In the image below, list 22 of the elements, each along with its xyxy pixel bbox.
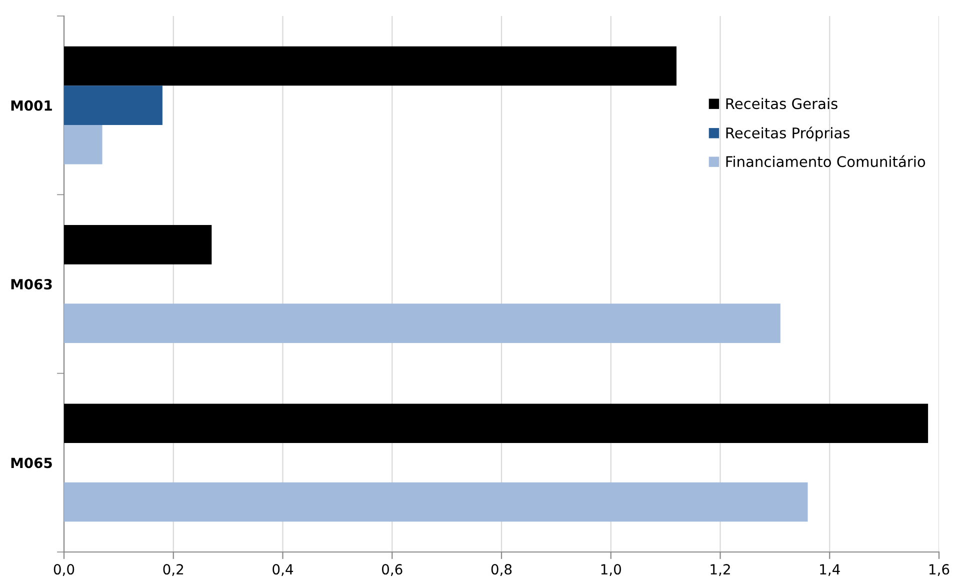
bar [64, 404, 928, 444]
x-tick-label: 1,6 [929, 564, 950, 576]
bar [64, 482, 808, 522]
legend-label: Financiamento Comunitário [726, 155, 926, 168]
y-tick-label: M001 [11, 100, 52, 111]
x-tick-label: 1,4 [820, 564, 840, 576]
x-tick-label: 1,0 [601, 564, 621, 576]
bar [64, 304, 780, 343]
y-tick-label: M065 [11, 458, 52, 468]
bar [64, 86, 162, 125]
legend-label: Receitas Gerais [726, 98, 838, 110]
bar [64, 225, 212, 264]
x-tick-label: 0,8 [491, 564, 512, 576]
x-tick-label: 0,0 [54, 564, 74, 576]
bar [64, 124, 102, 164]
x-tick-label: 0,4 [272, 564, 294, 576]
x-tick-label: 0,2 [163, 564, 184, 576]
x-tick-label: 0,6 [382, 564, 402, 576]
bar [64, 46, 676, 86]
y-tick-label: M063 [11, 278, 52, 290]
x-tick-label: 1,2 [710, 564, 730, 576]
legend-label: Receitas Próprias [726, 126, 850, 142]
